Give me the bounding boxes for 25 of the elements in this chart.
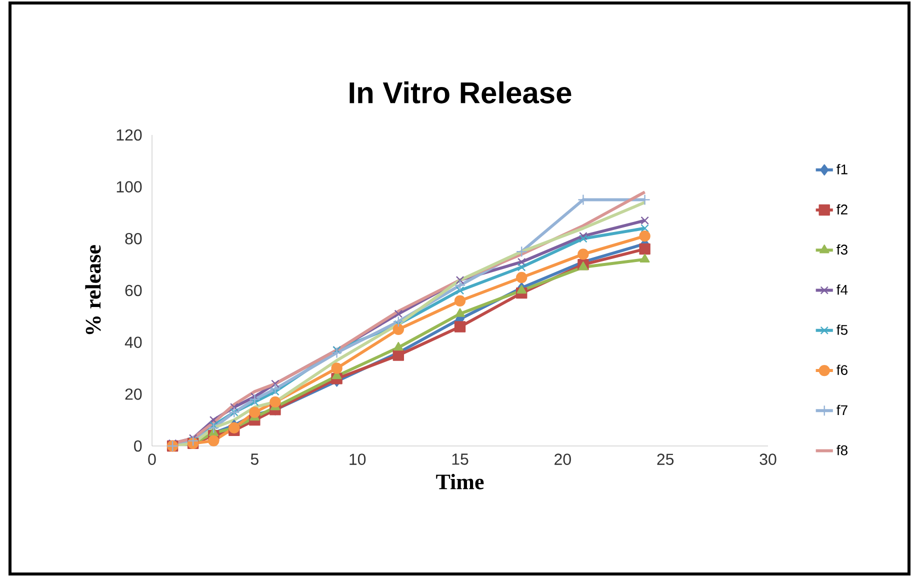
- x-tick-label: 30: [760, 454, 776, 465]
- legend-label: f5: [836, 324, 848, 335]
- y-tick-label: 20: [125, 388, 142, 400]
- x-tick-label: 20: [554, 454, 571, 465]
- legend-label: f8: [836, 444, 848, 456]
- legend-label: f3: [836, 244, 848, 255]
- legend-label: f1: [836, 164, 848, 174]
- y-tick-label: 0: [134, 440, 142, 452]
- x-tick-label: 10: [350, 454, 366, 465]
- legend-label: f4: [836, 284, 848, 295]
- x-axis-title: Time: [436, 474, 484, 490]
- x-tick-label: 0: [148, 454, 156, 465]
- chart-title: In Vitro Release: [350, 81, 572, 104]
- y-tick-label: 100: [116, 181, 142, 192]
- legend-label: f6: [836, 364, 848, 375]
- y-tick-label: 60: [125, 284, 142, 296]
- x-tick-label: 25: [657, 454, 674, 465]
- legend-label: f2: [836, 204, 848, 214]
- y-tick-label: 120: [116, 129, 142, 141]
- legend-label: f7: [836, 404, 848, 415]
- y-tick-label: 40: [124, 336, 142, 348]
- x-tick-label: 5: [250, 454, 258, 465]
- x-tick-label: 15: [452, 454, 468, 465]
- y-tick-label: 80: [125, 232, 142, 244]
- y-axis-title: % release: [85, 245, 101, 334]
